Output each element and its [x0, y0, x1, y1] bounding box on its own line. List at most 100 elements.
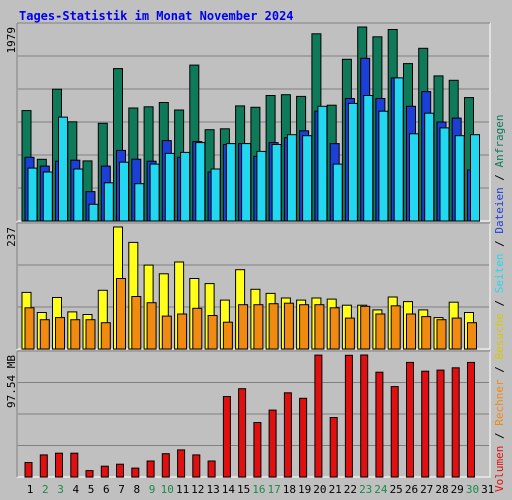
bar-rechner-day-7 [116, 278, 126, 350]
bar-volumen-day-2 [39, 454, 48, 478]
bar-seiten-day-28 [439, 127, 450, 222]
legend-part-1: / [493, 426, 506, 446]
day-labels: 1 2 3 4 5 6 7 8 9 10 11 12 13 14 15 16 17 18 19 20 21 22 23 24 2… [27, 483, 495, 496]
panel-visits: 237 [5, 222, 491, 350]
bar-volumen-day-19 [299, 397, 308, 478]
bar-seiten-day-3 [58, 116, 68, 222]
day-label-21: 21 [329, 483, 342, 496]
bar-volumen-day-23 [360, 354, 369, 478]
bar-seiten-day-6 [103, 182, 114, 222]
bar-volumen-day-24 [375, 371, 384, 478]
day-label-3: 3 [57, 483, 64, 496]
bar-volumen-day-13 [207, 460, 216, 478]
bar-volumen-day-26 [406, 361, 414, 478]
day-label-13: 13 [206, 483, 219, 496]
bar-seiten-day-2 [42, 171, 53, 222]
legend: Volumen / Rechner / Besuche / Seiten / D… [493, 114, 506, 492]
bar-rechner-day-22 [344, 317, 355, 350]
bar-seiten-day-10 [164, 152, 175, 222]
day-label-6: 6 [103, 483, 110, 496]
bar-volumen-day-11 [177, 449, 186, 478]
bar-volumen-day-1 [24, 462, 33, 478]
day-label-10: 10 [161, 483, 174, 496]
chart-title: Tages-Statistik im Monat November 2024 [19, 9, 294, 23]
bar-rechner-day-29 [451, 317, 462, 350]
legend-part-8: Dateien [493, 187, 506, 233]
legend-part-5: / [493, 293, 506, 313]
day-label-28: 28 [435, 483, 448, 496]
bar-volumen-day-28 [436, 369, 445, 478]
bar-rechner-day-15 [238, 304, 249, 350]
bar-rechner-day-11 [177, 313, 188, 350]
bar-rechner-day-3 [55, 317, 65, 350]
bar-seiten-day-1 [27, 167, 38, 222]
legend-part-6: Seiten [493, 254, 506, 294]
bar-volumen-day-29 [451, 367, 460, 478]
day-label-19: 19 [298, 483, 311, 496]
day-label-26: 26 [405, 483, 418, 496]
day-label-20: 20 [313, 483, 326, 496]
bar-seiten-day-11 [180, 151, 191, 222]
day-label-25: 25 [390, 483, 403, 496]
bar-seiten-day-30 [470, 134, 480, 222]
bar-volumen-day-14 [222, 396, 231, 478]
bar-seiten-day-12 [195, 142, 206, 222]
bar-seiten-day-26 [409, 133, 419, 222]
bar-volumen-day-16 [253, 422, 262, 478]
legend-part-0: Volumen [493, 446, 506, 492]
bar-seiten-day-16 [256, 150, 267, 222]
bar-volumen-day-10 [161, 453, 170, 478]
bar-rechner-day-23 [360, 305, 371, 350]
bar-volumen-day-6 [100, 465, 109, 478]
day-label-27: 27 [420, 483, 433, 496]
bar-rechner-day-16 [253, 304, 264, 350]
legend-part-3: / [493, 360, 506, 380]
bar-volumen-day-4 [70, 452, 79, 478]
panel-requests: 1979 [5, 22, 491, 222]
bar-volumen-day-9 [146, 460, 155, 478]
day-label-22: 22 [344, 483, 357, 496]
legend-part-4: Besuche [493, 313, 506, 359]
bar-volumen-day-12 [192, 454, 201, 478]
bar-seiten-day-17 [271, 144, 282, 222]
bar-seiten-day-19 [302, 135, 313, 222]
bar-rechner-day-13 [207, 315, 218, 350]
bar-rechner-day-24 [375, 313, 386, 350]
bar-volumen-day-21 [329, 417, 338, 478]
bar-seiten-day-25 [393, 77, 404, 222]
bar-seiten-day-20 [317, 105, 328, 222]
legend-part-2: Rechner [493, 379, 506, 426]
bar-rechner-day-1 [24, 307, 35, 350]
bar-rechner-day-10 [161, 315, 172, 350]
bar-rechner-day-21 [329, 307, 340, 350]
bar-seiten-day-22 [347, 102, 358, 222]
bar-volumen-day-7 [116, 463, 124, 478]
day-label-18: 18 [283, 483, 296, 496]
bar-rechner-day-27 [421, 316, 432, 350]
bar-seiten-day-4 [73, 168, 84, 222]
bar-seiten-day-24 [378, 110, 389, 222]
bar-seiten-day-5 [88, 203, 99, 222]
bar-seiten-day-27 [424, 112, 435, 222]
bar-rechner-day-5 [85, 319, 96, 350]
day-label-11: 11 [176, 483, 189, 496]
bar-rechner-day-18 [283, 302, 294, 350]
bar-rechner-day-17 [268, 303, 279, 350]
bar-volumen-day-20 [314, 354, 323, 478]
day-label-29: 29 [451, 483, 464, 496]
bar-rechner-day-4 [70, 319, 81, 350]
bar-rechner-day-8 [131, 296, 142, 350]
bar-volumen-day-22 [344, 354, 353, 478]
bar-seiten-day-13 [210, 168, 221, 222]
chart-panels: 1979 237 97.54 MB [5, 22, 491, 478]
bar-volumen-day-18 [283, 392, 292, 478]
day-label-14: 14 [222, 483, 236, 496]
day-label-5: 5 [88, 483, 95, 496]
bar-seiten-day-18 [286, 134, 297, 222]
bar-rechner-day-26 [406, 313, 416, 350]
y-max-label: 97.54 MB [5, 355, 18, 408]
day-label-30: 30 [466, 483, 479, 496]
bar-rechner-day-6 [100, 322, 111, 350]
bar-rechner-day-25 [390, 305, 401, 350]
